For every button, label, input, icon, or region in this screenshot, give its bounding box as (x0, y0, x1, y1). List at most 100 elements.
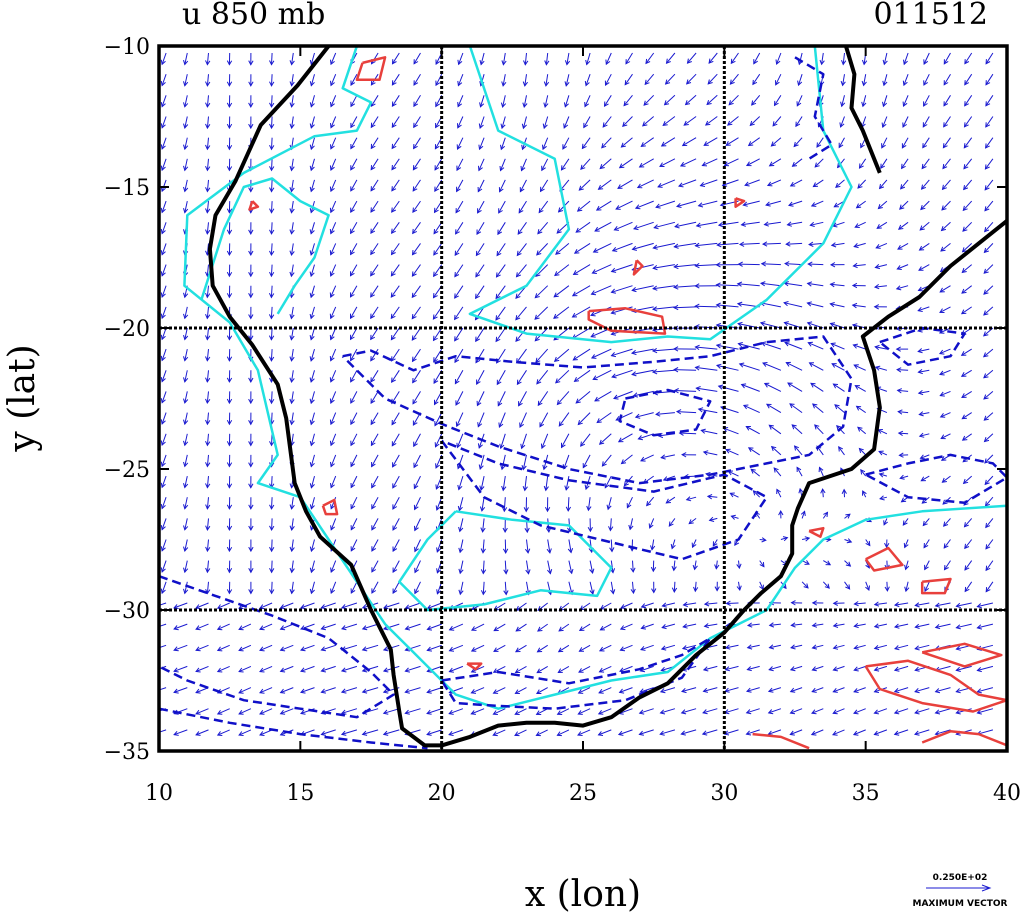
vector-head (330, 59, 335, 66)
wind-vector (838, 446, 845, 456)
vector-shaft (310, 327, 315, 340)
wind-vector (960, 306, 972, 315)
vector-head (404, 604, 411, 610)
vector-head (160, 377, 166, 383)
wind-vector (879, 495, 888, 501)
vector-shaft (983, 369, 994, 379)
vector-head (470, 626, 477, 631)
wind-vector (371, 539, 379, 552)
vector-head (541, 165, 546, 172)
vector-head (918, 411, 924, 417)
vector-shaft (500, 158, 506, 171)
wind-vector (499, 433, 506, 450)
vector-shaft (809, 362, 824, 371)
wind-vector (831, 363, 845, 371)
wind-vector (289, 581, 295, 595)
vector-shaft (362, 665, 379, 672)
vector-head (289, 314, 295, 320)
positive-contour-19 (920, 577, 952, 595)
vector-head (226, 462, 233, 468)
vector-shaft (502, 95, 506, 108)
wind-vector (454, 264, 464, 278)
wind-vector (617, 433, 633, 443)
vector-head (349, 292, 355, 298)
wind-vector (923, 73, 930, 86)
wind-vector (940, 243, 951, 252)
vector-head (904, 586, 910, 593)
wind-vector (985, 560, 994, 572)
vector-head (279, 730, 286, 736)
vector-shaft (497, 391, 506, 406)
vector-head (599, 625, 605, 631)
wind-vector (673, 284, 697, 290)
wind-vector (960, 369, 972, 377)
wind-vector (759, 560, 765, 568)
vector-shaft (217, 665, 230, 673)
vector-shaft (391, 348, 400, 362)
vector-shaft (793, 137, 803, 147)
vector-shaft (776, 489, 782, 498)
vector-head (761, 537, 767, 543)
vector-head (173, 646, 179, 652)
vector-head (433, 378, 439, 384)
wind-vector (745, 708, 760, 715)
vector-head (564, 485, 570, 491)
vector-shaft (747, 644, 760, 649)
wind-vector (259, 644, 273, 652)
vector-shaft (883, 518, 888, 526)
vector-head (816, 142, 822, 148)
wind-vector (702, 708, 718, 715)
wind-vector (660, 644, 676, 651)
vector-shaft (477, 179, 485, 192)
vector-head (289, 81, 295, 87)
wind-vector (767, 687, 782, 693)
vector-shaft (977, 665, 994, 671)
vector-head (542, 144, 547, 151)
wind-vector (939, 412, 951, 418)
vector-head (205, 187, 211, 193)
vector-head (500, 144, 506, 151)
vector-shaft (471, 644, 485, 652)
wind-vector (160, 391, 167, 404)
wind-vector (340, 729, 358, 736)
vector-head (901, 143, 907, 149)
wind-vector (598, 433, 612, 445)
vector-shaft (649, 518, 655, 529)
vector-head (961, 414, 967, 420)
wind-vector (561, 433, 570, 449)
wind-vector (722, 427, 739, 435)
vector-head (205, 81, 211, 87)
wind-vector (712, 539, 718, 547)
wind-vector (685, 496, 697, 502)
wind-vector (361, 644, 379, 652)
vector-head (300, 667, 306, 673)
vector-shaft (476, 222, 485, 235)
wind-vector (899, 474, 909, 480)
vector-head (782, 536, 789, 542)
vector-shaft (161, 391, 167, 403)
vector-head (370, 80, 376, 86)
wind-vector (413, 116, 421, 129)
vector-shaft (674, 221, 697, 228)
vector-shaft (391, 243, 400, 255)
vector-shaft (515, 327, 527, 342)
vector-head (279, 688, 286, 694)
vector-head (765, 201, 771, 207)
wind-vector (851, 282, 866, 289)
vector-head (535, 731, 541, 737)
vector-shaft (477, 200, 485, 214)
vector-head (902, 80, 908, 87)
vector-head (309, 250, 315, 256)
vector-head (585, 59, 591, 66)
wind-vector (497, 391, 506, 407)
wind-vector (814, 424, 824, 435)
vector-shaft (557, 729, 570, 736)
vector-shaft (859, 158, 867, 169)
vector-head (289, 504, 295, 510)
vector-head (205, 102, 211, 108)
vector-shaft (280, 687, 294, 694)
vector-head (259, 688, 265, 694)
vector-head (943, 59, 949, 65)
wind-vector (320, 602, 336, 610)
coastline-mainland (207, 46, 1007, 748)
